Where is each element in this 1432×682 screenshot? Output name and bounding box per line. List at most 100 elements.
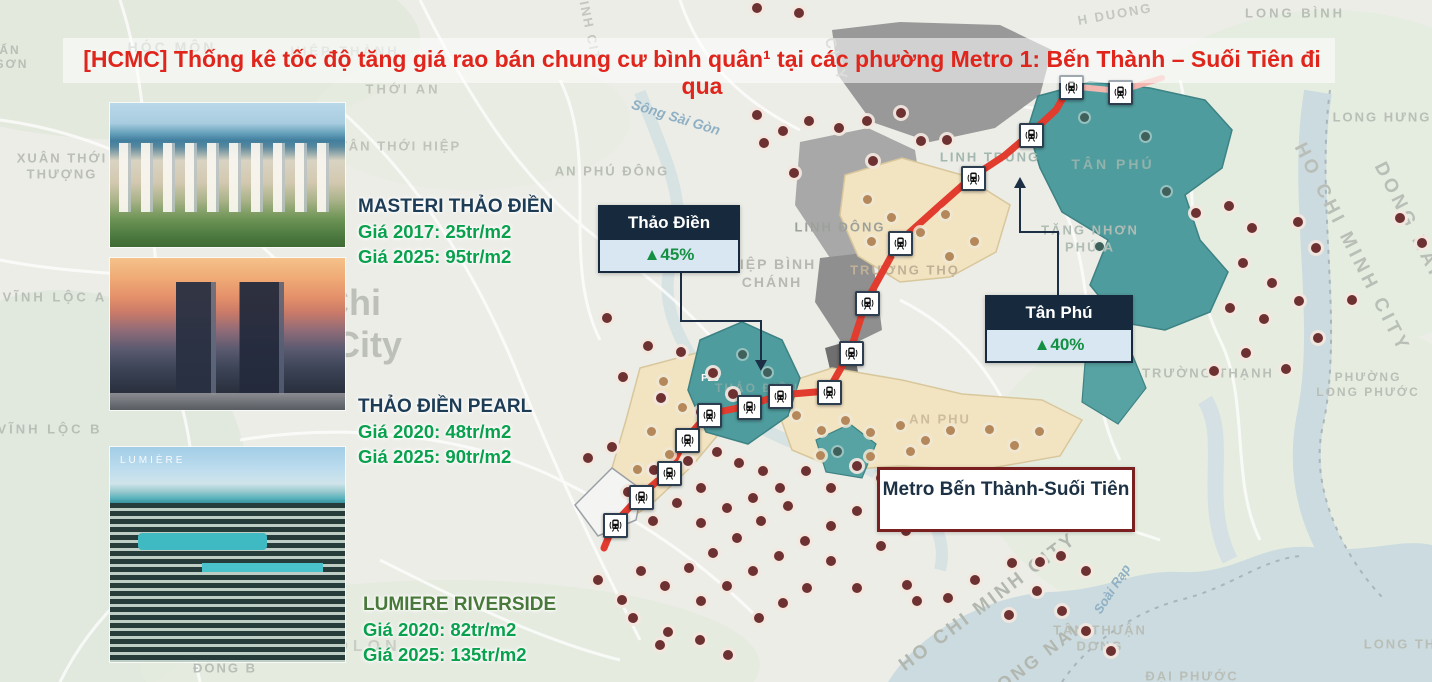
map-label: VĨNH LỘC A [2,289,108,305]
listing-dot [970,575,980,585]
listing-dot [1035,557,1045,567]
listing-dot [636,566,646,576]
listing-dot [916,136,926,146]
listing-dot [1057,606,1067,616]
listing-dot [593,575,603,585]
listing-dot [728,389,738,399]
metro-station-icon [629,485,654,510]
listing-dot [696,596,706,606]
listing-dot-highlighted [841,416,850,425]
listing-dot-teal [763,368,772,377]
listing-dot [756,516,766,526]
metro-station-icon [737,395,762,420]
listing-dot-highlighted [916,228,925,237]
property-price-2: Giá 2025: 135tr/m2 [363,644,527,665]
map-label: SƠN [0,57,29,71]
listing-dot [696,518,706,528]
map-label: LINH ĐÔNG [794,219,886,235]
listing-dot-highlighted [945,252,954,261]
metro-station-icon [839,341,864,366]
listing-dot [684,563,694,573]
listing-dot [802,583,812,593]
listing-dot [804,116,814,126]
listing-dot-highlighted [647,427,656,436]
listing-dot-teal [1080,113,1089,122]
listing-dot [1224,201,1234,211]
listing-dot [583,453,593,463]
map-label: P25 [701,373,719,384]
listing-dot [783,501,793,511]
property-price-1: Giá 2017: 25tr/m2 [358,221,512,242]
listing-dot-highlighted [665,450,674,459]
listing-dot [826,556,836,566]
listing-dot [1191,208,1201,218]
listing-dot [1238,258,1248,268]
title-band [63,38,1335,83]
listing-dot [708,368,718,378]
listing-dot [826,521,836,531]
listing-dot-highlighted [866,428,875,437]
map-label: ẤN [0,43,21,57]
listing-dot-highlighted [946,426,955,435]
listing-dot [794,8,804,18]
metro-line-label-box: Metro Bến Thành-Suối Tiên [877,467,1135,532]
listing-dot-highlighted [659,377,668,386]
listing-dot [876,541,886,551]
lumiere-riverside-photo: LUMIÈRE [110,447,345,662]
listing-dot [723,650,733,660]
listing-dot [660,581,670,591]
listing-dot [1293,217,1303,227]
property-price-1: Giá 2020: 48tr/m2 [358,421,512,442]
map-label: TÂN PHÚ [1071,156,1155,172]
listing-dot [655,640,665,650]
listing-dot [1294,296,1304,306]
listing-dot [912,596,922,606]
metro-station-icon [603,513,628,538]
property-name: MASTERI THẢO ĐIỀN [358,196,554,217]
listing-dot [758,466,768,476]
metro-station-icon [697,403,722,428]
map-label: LONG BÌNH [1245,5,1345,21]
listing-dot [607,442,617,452]
listing-dot [623,487,633,497]
masteri-thao-dien-photo [110,103,345,247]
thao-dien-arrow [755,360,767,371]
map-label: PHƯỜNG [1334,370,1402,384]
listing-dot [1032,586,1042,596]
listing-dot-highlighted [896,421,905,430]
listing-dot [676,347,686,357]
map-label: AN PHÚ ĐÔNG [554,163,670,179]
listing-dot [1209,366,1219,376]
listing-dot [868,156,878,166]
listing-dot [602,313,612,323]
thao-dien-connector [680,267,762,362]
map-label: LINH TRUNG [939,149,1041,165]
map-label: LONG HƯNG [1332,109,1432,125]
metro-station-icon [855,291,880,316]
listing-dot [778,598,788,608]
property-price-1: Giá 2020: 82tr/m2 [363,619,517,640]
callout-tan-phu: Tân Phú ▲40% [985,295,1133,363]
listing-dot [656,393,666,403]
listing-dot-highlighted [866,452,875,461]
listing-dot-highlighted [867,237,876,246]
lumiere-watermark: LUMIÈRE [120,455,186,466]
listing-dot [896,108,906,118]
map-label: XUÂN THỚI [16,150,108,166]
map-label: AN PHU [909,411,971,427]
listing-dot [778,126,788,136]
listing-dot [789,168,799,178]
thao-dien-pearl-photo [110,258,345,410]
listing-dot [1259,314,1269,324]
listing-dot [1081,566,1091,576]
map-label: THƯỢNG [26,166,98,182]
listing-dot-highlighted [817,426,826,435]
listing-dot [722,581,732,591]
listing-dot [663,627,673,637]
map-label: TĂNG NHƠN [1041,222,1139,238]
listing-dot [696,483,706,493]
property-name: THẢO ĐIỀN PEARL [358,396,533,417]
listing-dot-highlighted [941,210,950,219]
callout-title: Tân Phú [987,297,1131,330]
